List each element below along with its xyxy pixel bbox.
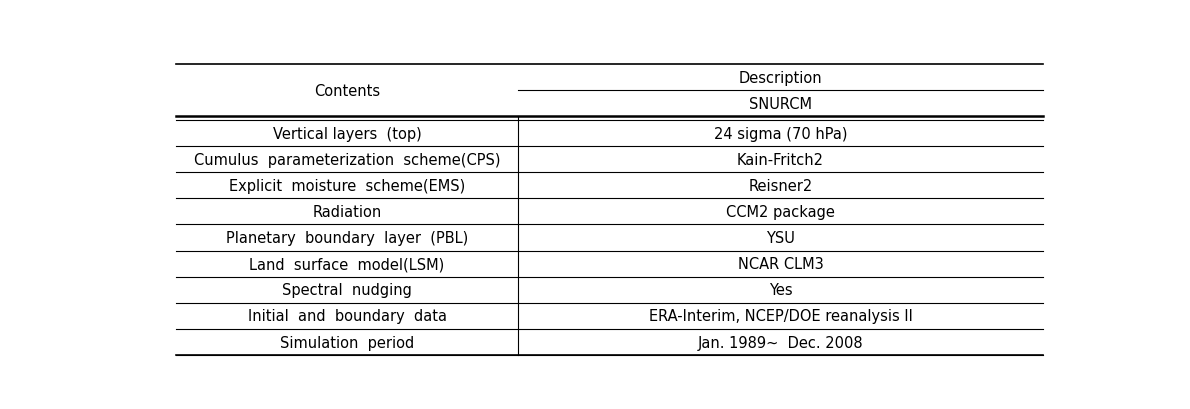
Text: YSU: YSU bbox=[766, 230, 795, 245]
Text: SNURCM: SNURCM bbox=[749, 97, 812, 111]
Text: ERA-Interim, NCEP/DOE reanalysis II: ERA-Interim, NCEP/DOE reanalysis II bbox=[649, 309, 913, 324]
Text: Initial  and  boundary  data: Initial and boundary data bbox=[248, 309, 446, 324]
Text: Reisner2: Reisner2 bbox=[749, 178, 813, 193]
Text: Contents: Contents bbox=[314, 83, 380, 98]
Text: Kain-Fritch2: Kain-Fritch2 bbox=[737, 152, 823, 167]
Text: Description: Description bbox=[739, 70, 822, 85]
Text: Explicit  moisture  scheme(EMS): Explicit moisture scheme(EMS) bbox=[228, 178, 465, 193]
Text: Vertical layers  (top): Vertical layers (top) bbox=[273, 126, 421, 141]
Text: Land  surface  model(LSM): Land surface model(LSM) bbox=[250, 256, 445, 272]
Text: Cumulus  parameterization  scheme(CPS): Cumulus parameterization scheme(CPS) bbox=[194, 152, 500, 167]
Text: Radiation: Radiation bbox=[313, 204, 382, 219]
Text: Yes: Yes bbox=[769, 283, 793, 297]
Text: CCM2 package: CCM2 package bbox=[726, 204, 835, 219]
Text: Planetary  boundary  layer  (PBL): Planetary boundary layer (PBL) bbox=[226, 230, 468, 245]
Text: 24 sigma (70 hPa): 24 sigma (70 hPa) bbox=[714, 126, 847, 141]
Text: Simulation  period: Simulation period bbox=[280, 335, 414, 350]
Text: Jan. 1989~  Dec. 2008: Jan. 1989~ Dec. 2008 bbox=[697, 335, 863, 350]
Text: Spectral  nudging: Spectral nudging bbox=[282, 283, 412, 297]
Text: NCAR CLM3: NCAR CLM3 bbox=[738, 256, 823, 272]
